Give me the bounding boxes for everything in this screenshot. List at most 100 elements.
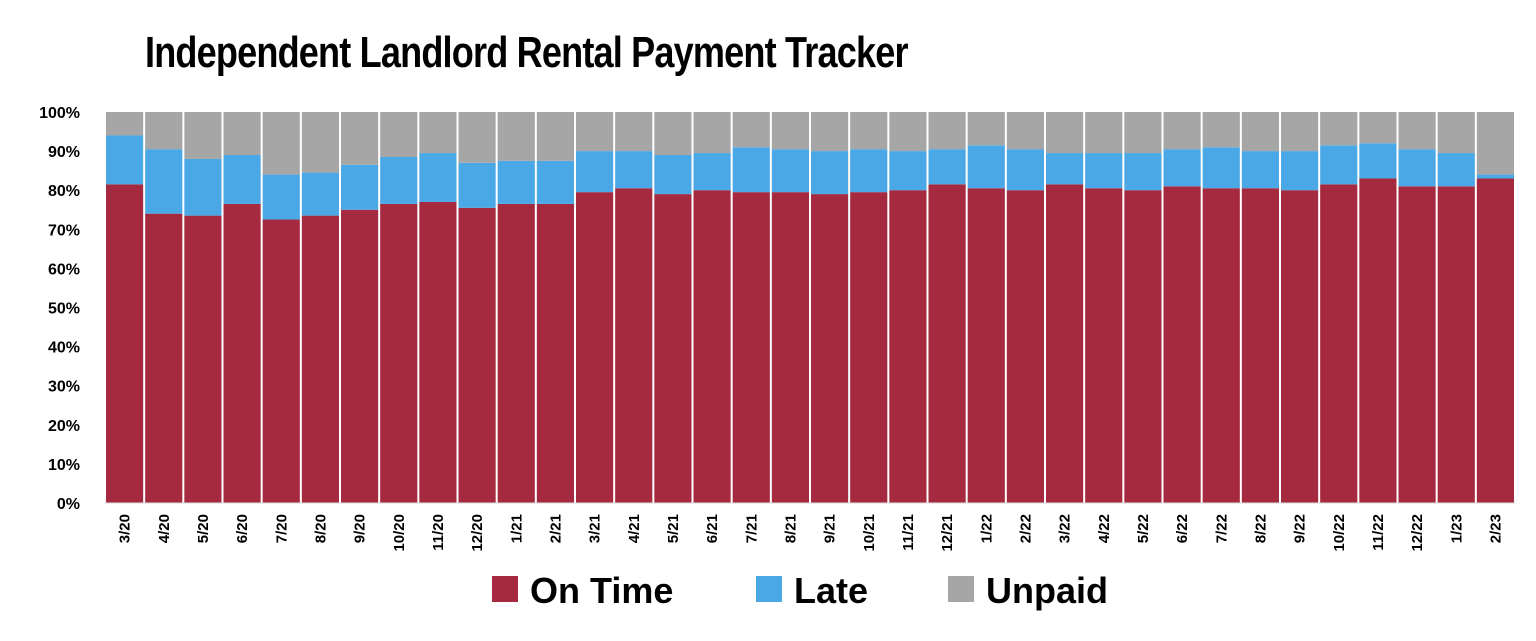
bar-on-time [1046,184,1084,503]
bar-on-time [732,192,770,503]
bar-late [419,153,457,202]
bar-late [536,160,574,204]
bar-late [1046,153,1084,185]
x-tick-label: 1/23 [1448,514,1465,543]
bar-on-time [1320,184,1358,503]
bar-late [889,151,927,191]
bar-on-time [1398,186,1436,504]
bar-late [771,149,809,193]
bar-late [341,164,379,210]
bar-on-time [1124,190,1162,503]
bar-late [458,162,496,208]
x-tick-label: 4/22 [1096,514,1113,543]
bar-on-time [771,192,809,503]
bar-on-time [301,215,339,504]
y-tick-label: 70% [48,222,80,239]
bar-late [732,147,770,193]
bar-unpaid [1202,112,1240,148]
x-tick-label: 11/21 [900,514,917,551]
y-tick-label: 60% [48,261,80,278]
bar-on-time [497,203,535,503]
bar-on-time [1006,190,1044,503]
bar-on-time [419,201,457,503]
bar-late [1320,145,1358,185]
bar-late [1241,151,1279,189]
bar-unpaid [184,112,222,159]
y-tick-label: 30% [48,379,80,396]
x-tick-label: 11/20 [430,514,447,551]
x-tick-label: 3/20 [117,514,134,543]
x-tick-label: 7/22 [1213,514,1230,543]
bar-unpaid [576,112,614,152]
bar-late [223,155,261,204]
bar-unpaid [1281,112,1319,152]
bar-late [1476,174,1514,179]
bar-late [1281,151,1319,191]
bar-on-time [145,213,183,503]
bar-on-time [1437,186,1475,504]
bar-late [1202,147,1240,189]
bar-on-time [1476,178,1514,503]
bar-unpaid [967,112,1005,146]
bar-on-time [576,192,614,503]
y-tick-label: 50% [48,301,80,318]
bar-on-time [184,215,222,504]
x-tick-label: 8/21 [782,514,799,543]
bar-late [497,160,535,204]
bar-late [811,151,849,195]
x-tick-label: 10/20 [391,514,408,552]
bar-late [1437,153,1475,187]
x-tick-label: 9/20 [352,514,369,543]
bar-late [850,149,888,193]
legend-label-on-time: On Time [530,570,673,611]
bar-unpaid [889,112,927,152]
bar-unpaid [1241,112,1279,152]
bar-on-time [262,219,300,503]
bar-late [1398,149,1436,187]
bar-unpaid [419,112,457,154]
bar-on-time [223,203,261,503]
bar-unpaid [928,112,966,150]
bar-on-time [458,207,496,504]
x-tick-label: 5/22 [1135,514,1152,543]
bar-unpaid [536,112,574,161]
legend-label-unpaid: Unpaid [986,570,1108,611]
x-tick-label: 1/21 [508,514,525,543]
x-tick-label: 9/22 [1292,514,1309,543]
x-tick-label: 10/22 [1331,514,1348,552]
bar-late [1359,143,1397,179]
bar-late [1085,153,1123,189]
legend-swatch-unpaid [948,576,974,602]
bar-unpaid [1163,112,1201,150]
x-tick-label: 11/22 [1370,514,1387,551]
bar-on-time [1085,188,1123,503]
bar-unpaid [106,112,144,136]
x-tick-label: 2/22 [1017,514,1034,543]
bar-late [967,145,1005,189]
legend-swatch-late [756,576,782,602]
bar-unpaid [380,112,418,157]
x-tick-label: 3/22 [1057,514,1074,543]
x-tick-label: 3/21 [587,514,604,543]
bar-on-time [928,184,966,503]
bar-unpaid [145,112,183,150]
bar-late [380,156,418,204]
bar-on-time [536,203,574,503]
bar-late [615,151,653,189]
bar-unpaid [1437,112,1475,154]
bar-late [145,149,183,214]
bar-unpaid [1124,112,1162,154]
bar-unpaid [458,112,496,163]
x-tick-label: 6/21 [704,514,721,543]
bar-late [1006,149,1044,191]
bar-late [301,172,339,216]
bar-unpaid [771,112,809,150]
x-tick-label: 2/21 [547,514,564,543]
bar-on-time [654,194,692,504]
bar-late [1163,149,1201,187]
x-tick-label: 7/20 [273,514,290,543]
bar-unpaid [1320,112,1358,146]
bar-unpaid [693,112,731,154]
bar-on-time [1281,190,1319,503]
